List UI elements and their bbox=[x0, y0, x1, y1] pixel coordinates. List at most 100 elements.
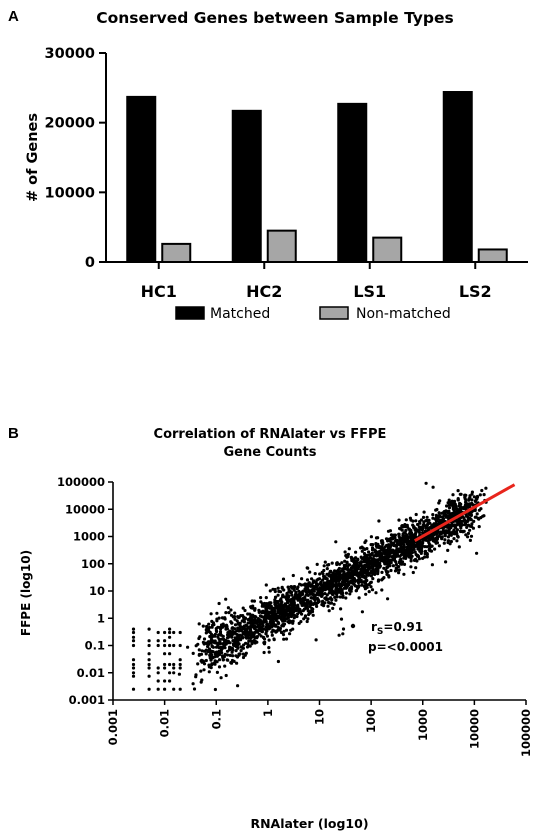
data-point bbox=[292, 602, 296, 606]
data-point bbox=[253, 615, 257, 619]
data-point bbox=[289, 606, 293, 611]
data-point bbox=[370, 588, 375, 592]
data-point bbox=[224, 673, 228, 678]
data-point bbox=[281, 615, 286, 619]
data-point bbox=[468, 494, 472, 498]
data-point bbox=[210, 663, 214, 667]
data-point bbox=[223, 664, 227, 668]
data-point bbox=[477, 525, 481, 529]
data-point bbox=[204, 652, 208, 656]
data-point bbox=[360, 580, 364, 584]
data-point bbox=[429, 549, 433, 553]
data-point bbox=[265, 634, 269, 638]
data-point bbox=[270, 633, 274, 637]
data-point bbox=[341, 627, 346, 631]
data-point bbox=[470, 522, 474, 526]
data-point bbox=[345, 560, 349, 564]
data-point bbox=[409, 565, 413, 569]
data-point bbox=[344, 554, 348, 558]
data-point bbox=[264, 596, 268, 600]
data-point bbox=[463, 503, 468, 507]
data-point bbox=[444, 509, 448, 513]
data-point bbox=[147, 639, 151, 643]
data-point bbox=[244, 623, 248, 627]
data-point bbox=[339, 587, 343, 591]
data-point bbox=[401, 542, 405, 546]
data-point bbox=[240, 634, 244, 639]
data-point bbox=[239, 645, 244, 649]
data-point bbox=[172, 643, 176, 648]
data-point bbox=[337, 566, 341, 571]
data-point bbox=[376, 566, 380, 571]
data-point bbox=[424, 538, 428, 542]
data-point bbox=[267, 638, 271, 642]
data-point bbox=[284, 637, 289, 641]
data-point bbox=[324, 576, 328, 580]
data-point bbox=[131, 627, 136, 631]
data-point bbox=[228, 653, 232, 658]
bar-non-matched bbox=[372, 236, 403, 264]
data-point bbox=[477, 517, 481, 521]
data-point bbox=[163, 630, 167, 635]
data-point bbox=[131, 671, 136, 675]
data-point bbox=[392, 533, 396, 537]
data-point bbox=[285, 601, 290, 605]
data-point bbox=[274, 599, 278, 604]
data-point bbox=[374, 560, 378, 564]
data-point bbox=[163, 662, 167, 667]
data-point bbox=[475, 512, 479, 516]
data-point bbox=[346, 552, 350, 557]
data-point bbox=[212, 639, 216, 643]
data-point bbox=[305, 619, 309, 624]
data-point bbox=[272, 637, 276, 641]
data-point bbox=[442, 529, 446, 533]
data-point bbox=[230, 626, 234, 631]
data-point bbox=[301, 609, 305, 613]
data-point bbox=[299, 620, 303, 624]
data-point bbox=[444, 513, 448, 517]
data-point bbox=[461, 530, 465, 534]
data-point bbox=[231, 615, 235, 619]
data-point bbox=[302, 596, 306, 601]
data-point bbox=[156, 666, 160, 670]
data-point bbox=[387, 563, 391, 567]
data-point bbox=[232, 659, 236, 664]
data-point bbox=[131, 630, 136, 635]
data-point bbox=[401, 548, 405, 553]
data-point bbox=[262, 615, 266, 619]
data-point bbox=[405, 551, 410, 555]
data-point bbox=[414, 552, 418, 557]
x-tick-label: 10000 bbox=[467, 709, 481, 749]
data-point bbox=[385, 565, 389, 570]
data-point bbox=[218, 625, 222, 629]
data-point bbox=[276, 586, 280, 590]
y-tick-label: 1000 bbox=[73, 530, 105, 544]
data-point bbox=[371, 559, 375, 563]
data-point bbox=[168, 662, 172, 667]
data-point bbox=[468, 538, 472, 543]
data-point bbox=[326, 587, 330, 591]
bar-matched bbox=[126, 95, 157, 263]
data-point bbox=[435, 535, 439, 539]
data-point bbox=[199, 652, 204, 656]
data-point bbox=[310, 596, 314, 600]
data-point bbox=[147, 627, 151, 631]
data-point bbox=[349, 579, 353, 583]
data-point bbox=[199, 669, 203, 673]
data-point bbox=[343, 559, 347, 563]
data-point bbox=[292, 585, 296, 589]
data-point bbox=[315, 562, 319, 567]
scatter-points bbox=[131, 481, 488, 692]
data-point bbox=[351, 581, 355, 585]
data-point bbox=[454, 525, 458, 530]
data-point bbox=[437, 544, 441, 548]
chart-title: Conserved Genes between Sample Types bbox=[96, 9, 454, 27]
data-point bbox=[470, 498, 474, 502]
data-point bbox=[243, 608, 247, 613]
data-point bbox=[344, 591, 348, 595]
data-point bbox=[313, 572, 317, 576]
data-point bbox=[147, 666, 151, 670]
x-tick-label: 1000 bbox=[416, 709, 430, 741]
data-point bbox=[478, 493, 482, 497]
data-point bbox=[285, 608, 289, 612]
